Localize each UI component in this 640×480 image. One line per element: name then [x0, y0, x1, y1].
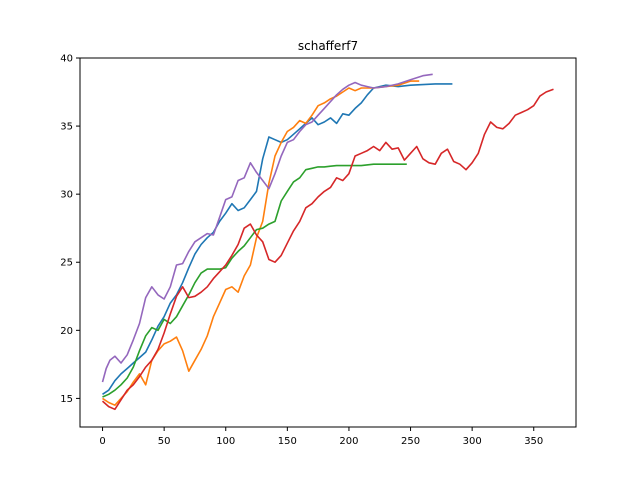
series-line-5	[101, 73, 433, 383]
x-tick-label: 250	[401, 436, 420, 447]
series-line-4	[101, 88, 554, 411]
series-line-3	[102, 163, 407, 398]
series-line-2	[102, 80, 420, 407]
x-tick-label: 350	[524, 436, 543, 447]
x-tick-label: 100	[216, 436, 235, 447]
chart-title: schafferf7	[298, 39, 358, 53]
y-tick-label: 20	[60, 326, 73, 337]
x-tick-label: 150	[278, 436, 297, 447]
x-tick-label: 0	[99, 436, 105, 447]
y-tick-label: 40	[60, 54, 73, 65]
y-tick-label: 35	[60, 122, 73, 133]
y-tick-label: 30	[60, 190, 73, 201]
series-line-1	[102, 83, 453, 395]
x-axis: 0 50 100 150 200 250 300 350	[99, 427, 543, 447]
y-tick-label: 15	[60, 394, 73, 405]
y-axis: 15 20 25 30 35 40	[60, 54, 80, 405]
x-tick-label: 300	[463, 436, 482, 447]
y-tick-label: 25	[60, 258, 73, 269]
x-tick-label: 50	[158, 436, 171, 447]
plot-frame	[79, 57, 577, 428]
x-tick-label: 200	[339, 436, 358, 447]
plot-lines	[101, 73, 554, 411]
